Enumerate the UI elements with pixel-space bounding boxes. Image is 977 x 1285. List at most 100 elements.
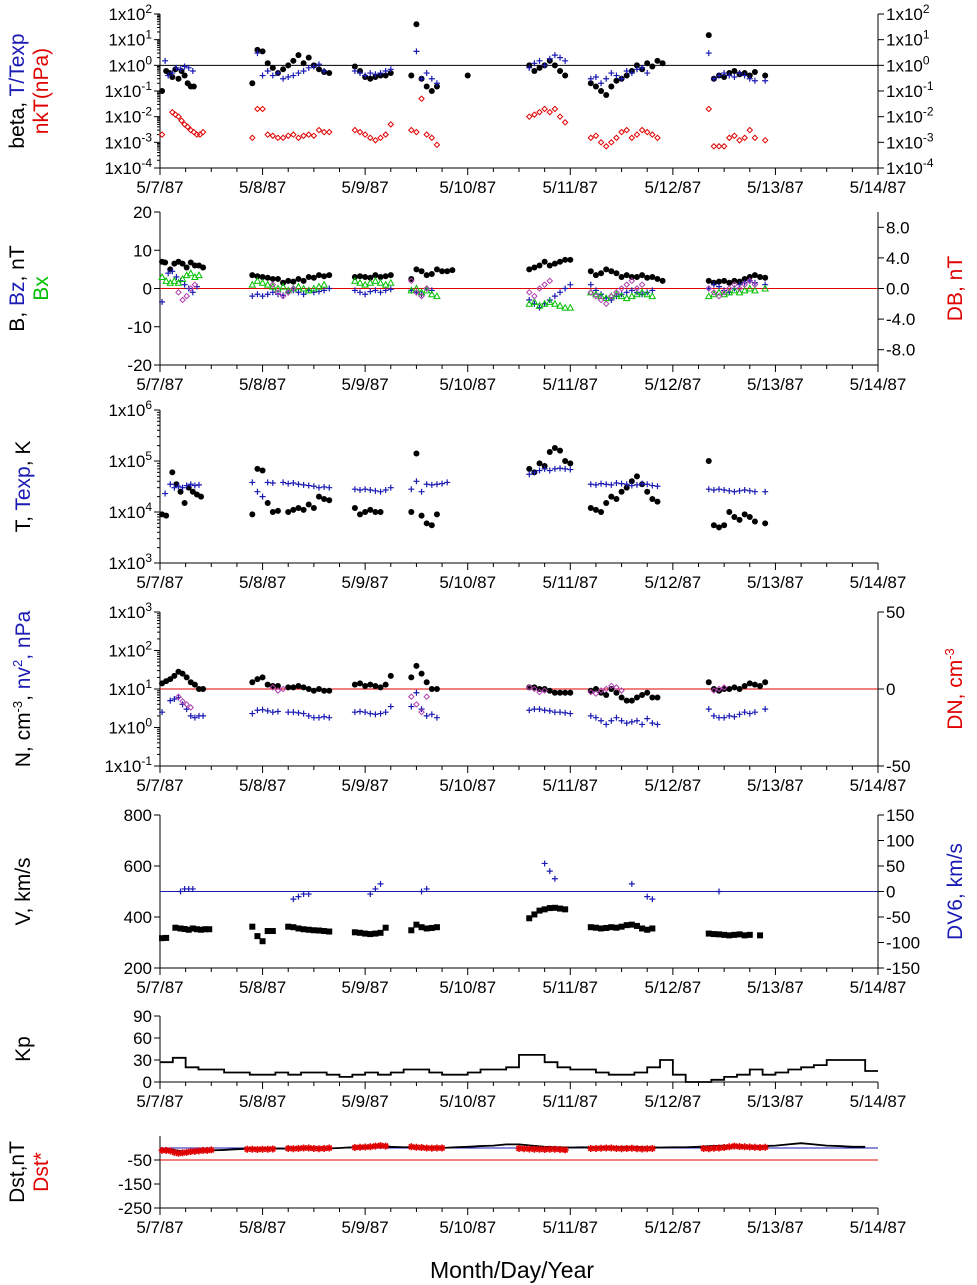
data-point	[326, 285, 333, 292]
data-point	[628, 134, 636, 142]
x-axis-title: Month/Day/Year	[430, 1257, 594, 1283]
data-point	[263, 280, 272, 288]
data-point	[546, 108, 554, 116]
x-tick-label: 5/7/87	[136, 573, 183, 592]
data-point	[305, 274, 312, 281]
data-point	[608, 493, 615, 500]
data-point	[428, 711, 435, 718]
data-point	[721, 74, 728, 81]
data-point	[423, 131, 430, 138]
y-right-axis-label: DB, nT	[944, 256, 967, 322]
data-point	[551, 904, 558, 911]
data-point	[567, 710, 574, 717]
data-point	[433, 80, 440, 87]
panel-dst: 5/7/87 5/8/87 5/9/87 5/10/87 5/11/87 5/12/87 5…	[6, 1136, 906, 1237]
data-point	[413, 921, 420, 928]
data-point	[264, 60, 271, 67]
data-point	[362, 709, 369, 716]
x-tick-label: 5/9/87	[342, 573, 389, 592]
y-tick-label: 1x106	[108, 398, 152, 420]
data-point	[613, 684, 620, 691]
data-point	[602, 300, 610, 308]
data-point	[284, 1144, 292, 1152]
y-axis-label: Bx	[30, 276, 53, 301]
data-point	[623, 68, 630, 75]
data-point	[387, 286, 394, 293]
data-point	[623, 72, 630, 79]
data-point	[310, 1144, 318, 1152]
data-point	[735, 288, 744, 296]
x-tick-label: 5/8/87	[239, 178, 286, 197]
data-point	[300, 60, 307, 67]
data-point	[372, 711, 379, 718]
data-point	[423, 481, 430, 488]
data-point	[381, 280, 390, 288]
panel-velocity: 5/7/87 5/8/87 5/9/87 5/10/87 5/11/87 5/12/87 5…	[12, 806, 967, 997]
data-point	[602, 143, 610, 150]
data-point	[721, 70, 728, 77]
data-point	[741, 932, 748, 939]
data-point	[189, 885, 196, 892]
data-point	[587, 924, 594, 931]
data-point	[269, 275, 276, 282]
data-point	[551, 689, 558, 696]
data-point	[705, 486, 712, 493]
data-point	[746, 75, 753, 82]
data-point	[736, 70, 743, 77]
data-point	[413, 450, 420, 457]
data-point	[546, 687, 553, 694]
data-point	[557, 689, 564, 696]
data-point	[183, 701, 190, 708]
x-tick-label: 5/7/87	[136, 1218, 183, 1237]
data-point	[603, 481, 610, 488]
data-point	[274, 289, 282, 296]
data-point	[357, 70, 364, 77]
data-point	[362, 509, 369, 515]
data-point	[644, 715, 651, 722]
x-tick-label: 5/10/87	[439, 1092, 496, 1111]
data-point	[407, 126, 415, 134]
data-point	[423, 520, 430, 527]
y-tick-label: -50	[127, 1151, 152, 1170]
data-point	[557, 709, 564, 716]
data-point	[305, 686, 312, 692]
data-point	[751, 488, 758, 495]
data-point	[628, 478, 635, 485]
data-point	[362, 72, 369, 79]
data-point	[551, 709, 558, 716]
data-point	[200, 712, 207, 719]
data-point	[705, 277, 712, 284]
data-point	[546, 277, 554, 285]
data-point	[264, 1145, 272, 1153]
data-point	[269, 72, 276, 79]
y-right-tick-label: 8.0	[886, 218, 910, 237]
data-point	[413, 289, 420, 296]
data-point	[557, 447, 564, 454]
data-point	[428, 1144, 436, 1152]
data-point	[628, 921, 635, 928]
data-point	[169, 70, 176, 77]
data-point	[387, 484, 394, 491]
data-point	[546, 707, 553, 714]
data-point	[423, 285, 430, 292]
data-point	[357, 708, 364, 715]
data-point	[310, 714, 317, 721]
x-tick-label: 5/8/87	[239, 573, 286, 592]
data-point	[310, 274, 317, 281]
data-point	[187, 712, 194, 719]
data-point	[592, 272, 599, 279]
data-point	[254, 273, 261, 280]
data-point	[731, 684, 738, 691]
data-point	[736, 1143, 744, 1151]
data-point	[587, 481, 594, 488]
data-point	[746, 1143, 754, 1151]
series-0	[159, 904, 764, 945]
data-point	[715, 288, 723, 296]
data-point	[649, 274, 656, 281]
data-point	[592, 481, 599, 488]
data-point	[295, 481, 302, 488]
data-point	[592, 132, 600, 140]
data-point	[592, 1144, 600, 1152]
data-point	[274, 708, 281, 715]
data-point	[639, 64, 646, 71]
